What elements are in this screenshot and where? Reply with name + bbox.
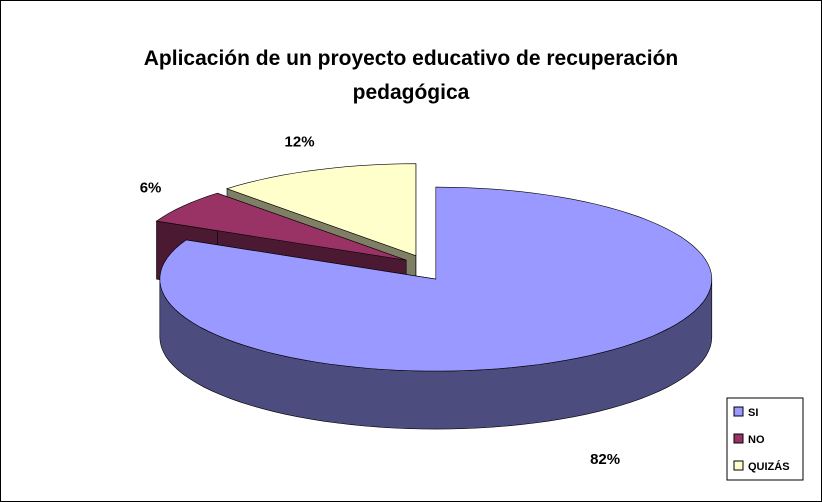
chart-title: Aplicación de un proyecto educativo de r… [143,47,679,104]
pie [155,163,713,430]
legend-label: SI [748,407,758,419]
legend-swatch [733,460,744,471]
legend-label: QUIZÁS [748,460,790,473]
legend-label: NO [748,434,765,446]
legend-swatch [733,433,744,444]
slice [159,186,713,372]
data-label: 6% [140,180,162,197]
slice [155,192,407,261]
legend-swatch [733,406,744,417]
data-label: 12% [285,133,315,150]
slice [226,163,417,257]
data-label: 82% [590,451,620,468]
